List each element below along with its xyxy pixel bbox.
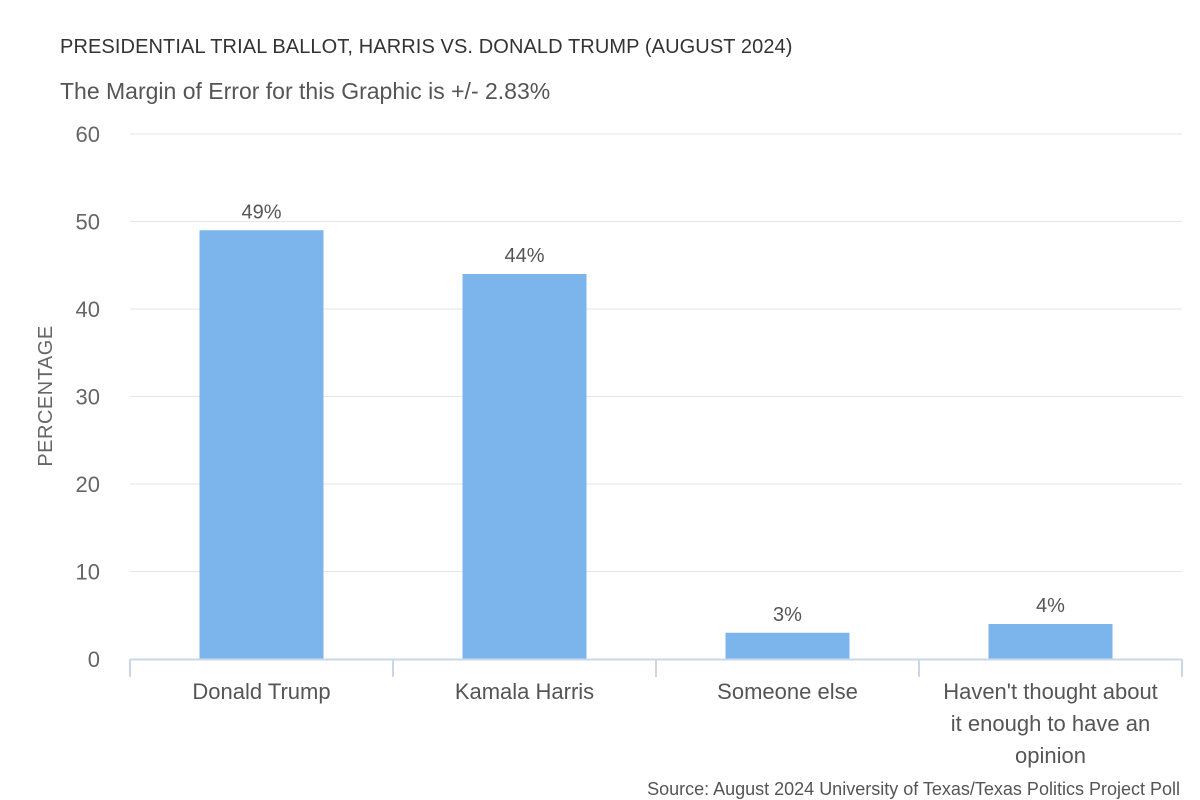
chart-title: PRESIDENTIAL TRIAL BALLOT, HARRIS VS. DO…	[60, 36, 793, 58]
y-tick-label: 30	[76, 385, 100, 410]
y-tick-label: 60	[76, 122, 100, 147]
x-category-label: Donald Trump	[192, 679, 330, 704]
y-tick-label: 20	[76, 472, 100, 497]
y-tick-label: 50	[76, 210, 100, 235]
data-label: 4%	[1036, 595, 1065, 617]
gridlines	[130, 133, 1182, 572]
bar	[462, 274, 587, 659]
bar	[199, 230, 324, 659]
data-label: 44%	[504, 245, 544, 267]
data-label: 49%	[241, 201, 281, 223]
y-axis-ticks: 0 10 20 30 40 50 60	[76, 122, 100, 672]
bar	[725, 632, 850, 659]
data-label: 3%	[773, 604, 802, 626]
chart-source: Source: August 2024 University of Texas/…	[647, 779, 1180, 799]
x-axis: Donald Trump Kamala Harris Someone else Hav…	[129, 658, 1183, 768]
chart-subtitle: The Margin of Error for this Graphic is …	[60, 78, 551, 104]
y-tick-label: 40	[76, 297, 100, 322]
x-category-label: Haven't thought about it enough to have a…	[943, 679, 1158, 768]
bar	[988, 624, 1113, 659]
bars	[199, 230, 1113, 659]
x-category-label: Kamala Harris	[455, 679, 594, 704]
y-tick-label: 0	[88, 647, 100, 672]
x-category-label: Someone else	[717, 679, 858, 704]
y-axis-title: PERCENTAGE	[35, 325, 57, 466]
y-tick-label: 10	[76, 560, 100, 585]
data-labels: 49% 44% 3% 4%	[241, 201, 1065, 626]
